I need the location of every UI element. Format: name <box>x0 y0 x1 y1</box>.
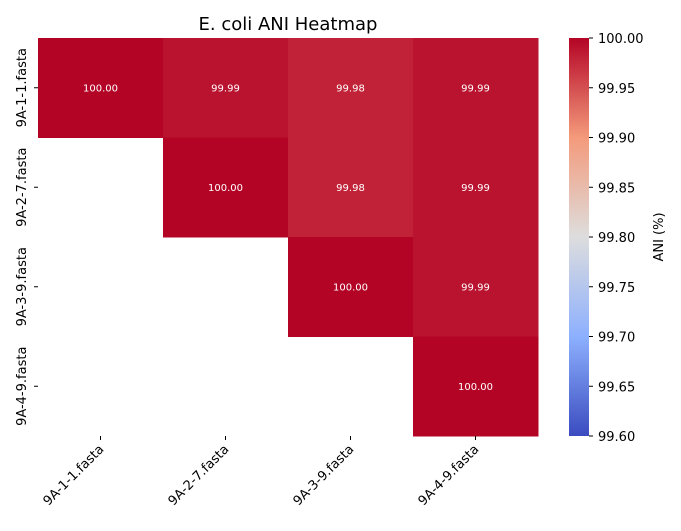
heatmap-cells <box>38 38 539 437</box>
heatmap-cell <box>38 38 164 138</box>
cell-value-label: 99.99 <box>461 183 490 194</box>
y-tick-label: 9A-1-1.fasta <box>15 48 30 127</box>
y-axis: 9A-1-1.fasta 9A-2-7.fasta 9A-3-9.fasta 9A-4… <box>15 48 38 426</box>
cell-value-label: 99.99 <box>461 83 490 94</box>
heatmap-cell <box>413 38 539 138</box>
cell-value-label: 100.00 <box>83 83 118 94</box>
cell-value-label: 100.00 <box>458 382 493 393</box>
heatmap-cell <box>413 137 539 238</box>
cell-value-label: 100.00 <box>333 282 368 293</box>
colorbar-tick-label: 99.90 <box>598 132 635 147</box>
colorbar-tick-label: 99.85 <box>598 181 635 196</box>
y-tick-label: 9A-4-9.fasta <box>15 347 30 426</box>
colorbar-tick-label: 99.95 <box>598 82 635 97</box>
y-tick-label: 9A-2-7.fasta <box>15 148 30 227</box>
cell-value-label: 99.98 <box>336 183 365 194</box>
x-tick-label: 9A-4-9.fasta <box>416 442 483 509</box>
heatmap-cell-labels: 100.00 99.99 99.98 99.99 100.00 99.98 99.99 100… <box>83 83 493 393</box>
colorbar-label: ANI (%) <box>652 212 667 261</box>
x-tick-label: 9A-1-1.fasta <box>41 442 108 509</box>
heatmap-cell <box>288 38 414 138</box>
colorbar-tick-label: 100.00 <box>598 32 644 47</box>
heatmap-cell <box>413 336 539 437</box>
x-tick-label: 9A-2-7.fasta <box>166 442 233 509</box>
x-tick-label: 9A-3-9.fasta <box>291 442 358 509</box>
cell-value-label: 99.99 <box>461 282 490 293</box>
colorbar-tick-label: 99.65 <box>598 380 635 395</box>
heatmap-cell <box>288 237 414 337</box>
chart-title: E. coli ANI Heatmap <box>199 14 378 35</box>
colorbar-tick-label: 99.60 <box>598 430 635 445</box>
x-axis: 9A-1-1.fasta 9A-2-7.fasta 9A-3-9.fasta 9A-4… <box>41 436 483 509</box>
cell-value-label: 99.99 <box>211 83 240 94</box>
heatmap-cell <box>288 137 414 238</box>
heatmap-cell <box>413 237 539 337</box>
cell-value-label: 100.00 <box>208 183 243 194</box>
heatmap-cell <box>163 137 289 238</box>
heatmap-cell <box>163 38 289 138</box>
cell-value-label: 99.98 <box>336 83 365 94</box>
colorbar-tick-label: 99.75 <box>598 281 635 296</box>
colorbar-tick-label: 99.70 <box>598 331 635 346</box>
y-tick-label: 9A-3-9.fasta <box>15 247 30 326</box>
colorbar <box>569 38 589 436</box>
colorbar-tick-label: 99.80 <box>598 231 635 246</box>
colorbar-axis: 100.00 99.95 99.90 99.85 99.80 99.75 99.70 99.6… <box>589 32 644 445</box>
